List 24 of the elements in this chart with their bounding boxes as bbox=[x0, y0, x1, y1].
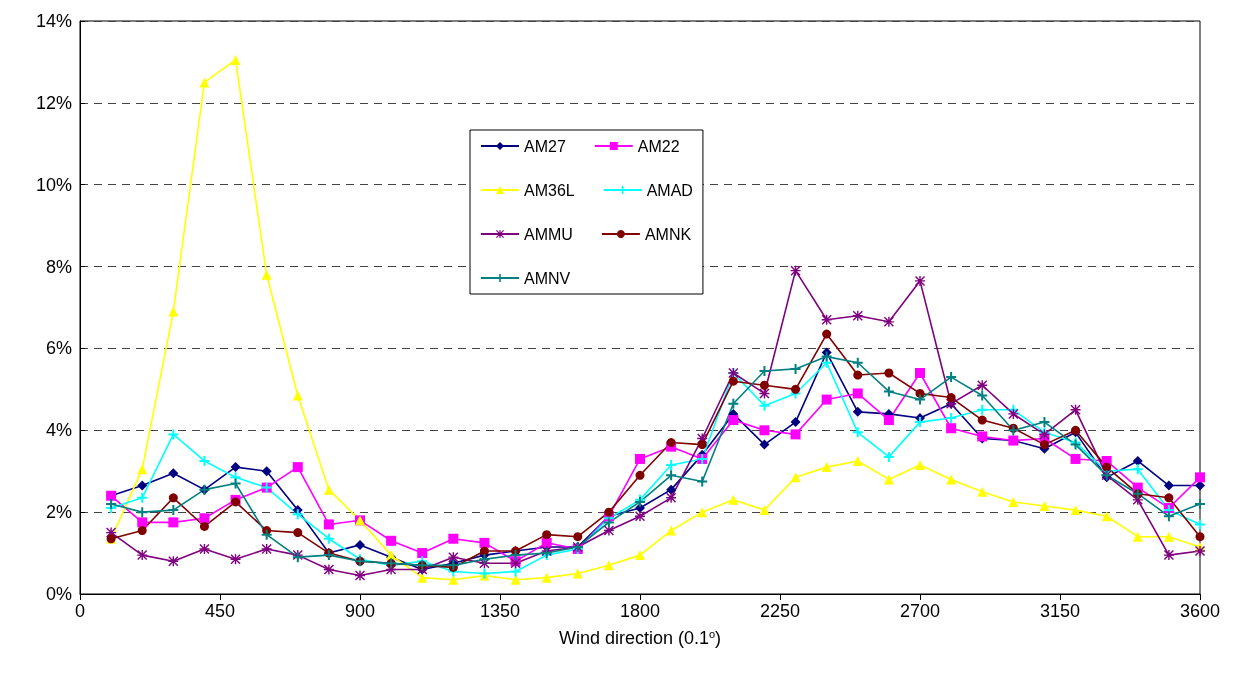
legend-label: AM27 bbox=[524, 137, 566, 155]
x-tick-label: 0 bbox=[74, 601, 86, 621]
y-tick-label: 6% bbox=[45, 338, 72, 359]
x-tick-label: 1800 bbox=[619, 601, 661, 621]
x-tick-label: 2250 bbox=[759, 601, 801, 621]
y-tick-label: 0% bbox=[45, 584, 72, 604]
x-tick-label: 1350 bbox=[479, 601, 521, 621]
x-tick-label: 3600 bbox=[1179, 601, 1221, 621]
y-tick-label: 14% bbox=[35, 11, 72, 31]
y-tick-label: 10% bbox=[35, 174, 72, 195]
legend-label: AM22 bbox=[637, 137, 680, 155]
legend-label: AM36L bbox=[524, 181, 575, 199]
x-tick-label: 450 bbox=[204, 601, 236, 621]
y-tick-label: 12% bbox=[35, 92, 72, 113]
legend-label: AMNV bbox=[524, 269, 571, 287]
y-tick-label: 4% bbox=[45, 420, 72, 441]
legend-label: AMNK bbox=[644, 225, 692, 243]
legend-label: AMAD bbox=[646, 181, 693, 199]
legend-label: AMMU bbox=[524, 225, 573, 243]
x-tick-label: 900 bbox=[344, 601, 376, 621]
x-tick-label: 3150 bbox=[1039, 601, 1081, 621]
y-tick-label: 8% bbox=[45, 256, 72, 277]
x-tick-label: 2700 bbox=[899, 601, 941, 621]
y-tick-label: 2% bbox=[45, 502, 72, 523]
